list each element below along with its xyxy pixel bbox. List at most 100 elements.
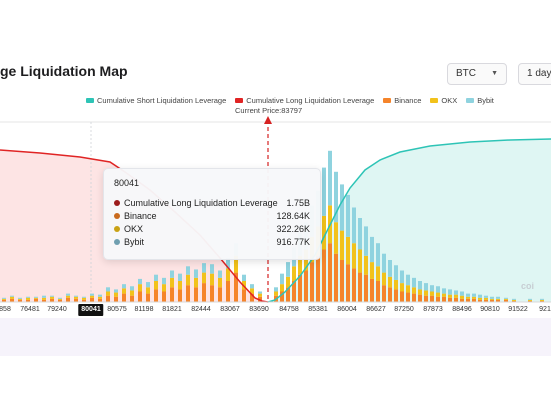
bar-bybit[interactable] — [66, 293, 70, 296]
bar-binance[interactable] — [364, 274, 368, 302]
bar-okx[interactable] — [370, 262, 374, 279]
bar-okx[interactable] — [122, 288, 126, 294]
bar-binance[interactable] — [454, 297, 458, 302]
bar-bybit[interactable] — [2, 297, 6, 299]
bar-binance[interactable] — [218, 287, 222, 302]
bar-okx[interactable] — [66, 295, 70, 298]
bar-okx[interactable] — [50, 296, 54, 299]
bar-okx[interactable] — [448, 294, 452, 298]
bar-okx[interactable] — [90, 295, 94, 298]
bar-okx[interactable] — [364, 255, 368, 275]
bar-binance[interactable] — [394, 289, 398, 302]
bar-bybit[interactable] — [280, 273, 284, 285]
bar-binance[interactable] — [418, 294, 422, 302]
bar-bybit[interactable] — [162, 277, 166, 285]
bar-binance[interactable] — [424, 295, 428, 302]
bar-bybit[interactable] — [186, 266, 190, 275]
short-leverage-line[interactable] — [267, 138, 551, 303]
bar-binance[interactable] — [178, 289, 182, 302]
bar-bybit[interactable] — [412, 277, 416, 288]
bar-binance[interactable] — [194, 287, 198, 302]
bar-bybit[interactable] — [122, 284, 126, 289]
bar-okx[interactable] — [130, 290, 134, 296]
bar-binance[interactable] — [472, 298, 476, 302]
bar-okx[interactable] — [340, 230, 344, 260]
bar-bybit[interactable] — [358, 218, 362, 250]
bar-okx[interactable] — [334, 222, 338, 254]
bar-binance[interactable] — [114, 296, 118, 302]
bar-binance[interactable] — [448, 297, 452, 302]
bar-bybit[interactable] — [154, 274, 158, 281]
bar-bybit[interactable] — [376, 243, 380, 267]
bar-bybit[interactable] — [454, 290, 458, 295]
bar-binance[interactable] — [382, 285, 386, 302]
bar-bybit[interactable] — [114, 289, 118, 293]
bar-okx[interactable] — [178, 281, 182, 290]
bar-binance[interactable] — [328, 243, 332, 302]
bar-bybit[interactable] — [340, 184, 344, 231]
bar-binance[interactable] — [74, 298, 78, 302]
bar-bybit[interactable] — [528, 298, 532, 300]
bar-binance[interactable] — [388, 287, 392, 302]
bar-okx[interactable] — [442, 293, 446, 297]
bar-bybit[interactable] — [130, 286, 134, 291]
bar-bybit[interactable] — [90, 293, 94, 296]
bar-okx[interactable] — [170, 277, 174, 288]
bar-bybit[interactable] — [504, 297, 508, 299]
bar-bybit[interactable] — [424, 283, 428, 291]
bar-bybit[interactable] — [540, 298, 544, 300]
bar-bybit[interactable] — [18, 297, 22, 299]
bar-binance[interactable] — [286, 287, 290, 302]
bar-bybit[interactable] — [352, 207, 356, 244]
bar-binance[interactable] — [106, 295, 110, 302]
bar-okx[interactable] — [162, 284, 166, 292]
bar-okx[interactable] — [234, 255, 238, 273]
bar-binance[interactable] — [540, 300, 544, 302]
bar-bybit[interactable] — [226, 257, 230, 269]
legend-item-okx[interactable]: OKX — [430, 96, 457, 105]
bar-okx[interactable] — [472, 296, 476, 299]
bar-binance[interactable] — [210, 285, 214, 302]
bar-binance[interactable] — [496, 299, 500, 302]
bar-bybit[interactable] — [418, 281, 422, 290]
bar-binance[interactable] — [346, 264, 350, 302]
bar-binance[interactable] — [340, 260, 344, 302]
bar-bybit[interactable] — [484, 295, 488, 298]
bar-bybit[interactable] — [98, 294, 102, 297]
bar-okx[interactable] — [292, 266, 296, 281]
bar-binance[interactable] — [202, 283, 206, 302]
bar-binance[interactable] — [334, 253, 338, 302]
bar-okx[interactable] — [540, 299, 544, 301]
bar-binance[interactable] — [304, 270, 308, 303]
bar-bybit[interactable] — [478, 294, 482, 298]
bar-binance[interactable] — [234, 272, 238, 302]
legend-item-long[interactable]: Cumulative Long Liquidation Leverage — [235, 96, 374, 105]
bar-binance[interactable] — [370, 278, 374, 302]
bar-binance[interactable] — [2, 299, 6, 302]
bar-okx[interactable] — [74, 296, 78, 299]
bar-binance[interactable] — [442, 296, 446, 302]
bar-okx[interactable] — [528, 299, 532, 301]
bar-okx[interactable] — [98, 296, 102, 299]
bar-okx[interactable] — [10, 296, 14, 299]
bar-binance[interactable] — [406, 292, 410, 302]
bar-binance[interactable] — [82, 299, 86, 302]
bar-binance[interactable] — [242, 289, 246, 302]
bar-binance[interactable] — [138, 291, 142, 303]
bar-binance[interactable] — [436, 296, 440, 302]
coin-select[interactable]: BTC ▼ — [447, 63, 507, 85]
bar-binance[interactable] — [130, 295, 134, 302]
bar-bybit[interactable] — [490, 296, 494, 299]
bar-okx[interactable] — [424, 290, 428, 296]
bar-binance[interactable] — [50, 298, 54, 302]
bar-bybit[interactable] — [286, 262, 290, 277]
bar-binance[interactable] — [484, 299, 488, 302]
bar-binance[interactable] — [310, 262, 314, 302]
bar-okx[interactable] — [274, 291, 278, 296]
bar-okx[interactable] — [210, 273, 214, 286]
bar-binance[interactable] — [528, 300, 532, 302]
bar-binance[interactable] — [376, 281, 380, 302]
bar-binance[interactable] — [400, 291, 404, 303]
bar-bybit[interactable] — [334, 171, 338, 223]
bar-okx[interactable] — [460, 295, 464, 299]
